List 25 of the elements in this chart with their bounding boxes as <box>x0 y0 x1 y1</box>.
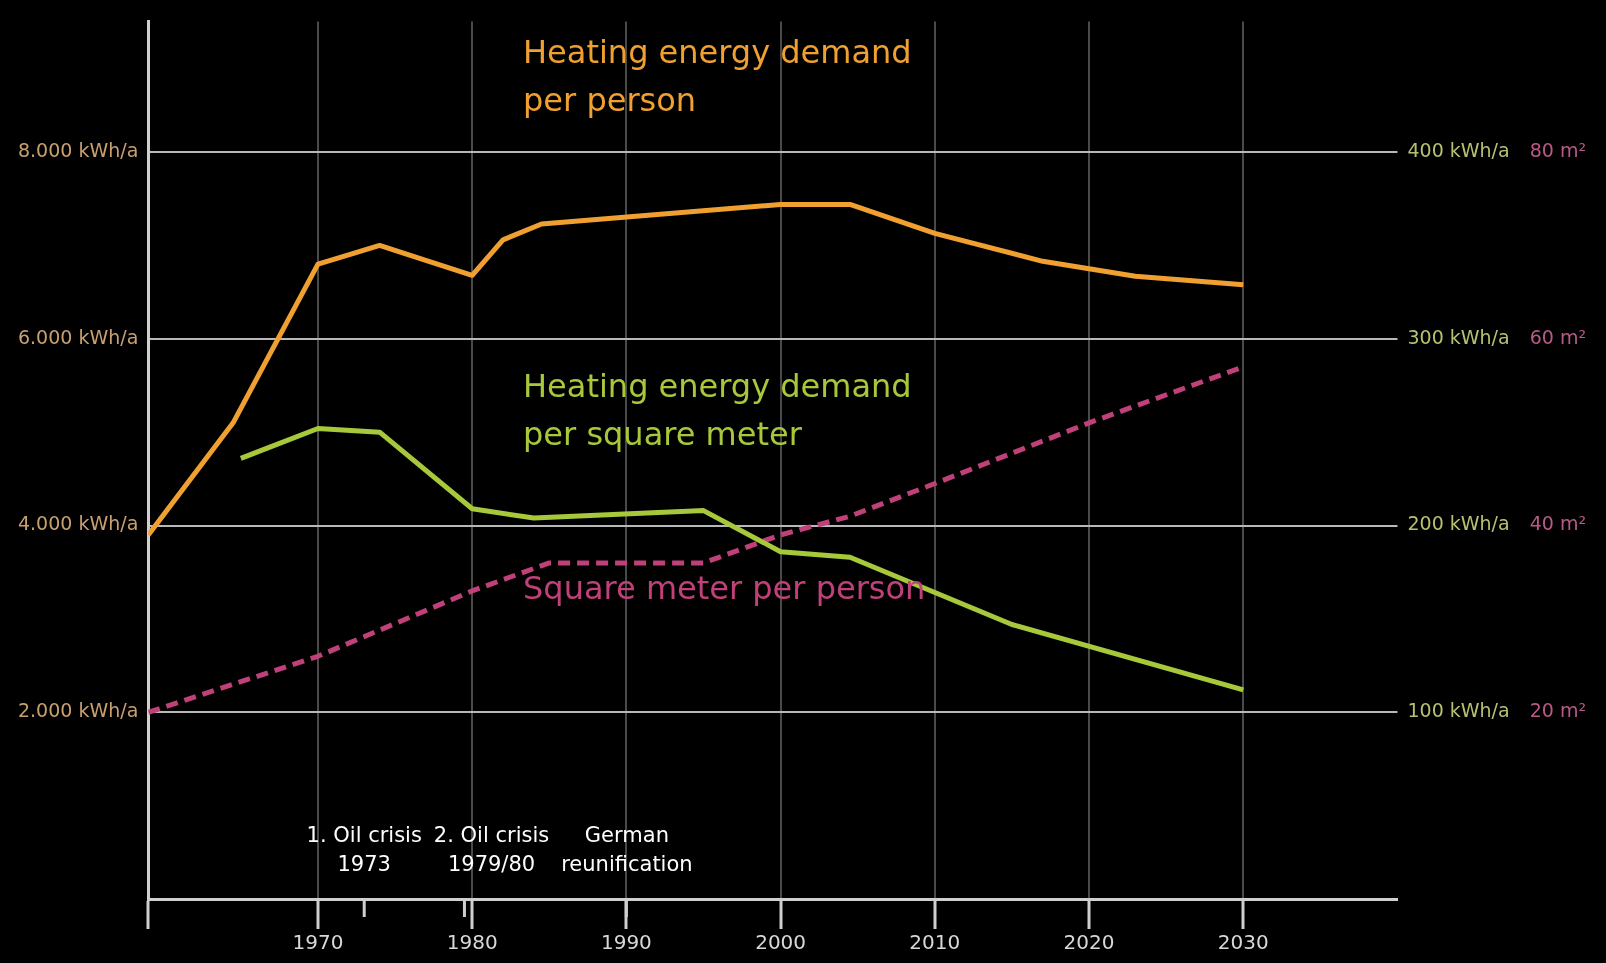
ref-line-label: 2. Oil crisis 1979/80 <box>433 823 550 877</box>
ref-line-label: 1. Oil crisis 1973 <box>306 823 422 877</box>
y3-tick-label: 20 m² <box>1529 699 1586 722</box>
y2-tick-label: 200 kWh/a <box>1407 512 1510 535</box>
x-tick-label: 1990 <box>600 930 652 955</box>
y-tick-label: 4.000 kWh/a <box>18 512 139 535</box>
y2-tick-label: 100 kWh/a <box>1407 699 1510 722</box>
y3-tick-label: 40 m² <box>1529 512 1586 535</box>
series-label: Heating energy demand per square meter <box>523 366 912 453</box>
y2-tick-label: 300 kWh/a <box>1407 325 1510 348</box>
text: Heating energy demand per person <box>523 33 912 120</box>
x-tick-label: 2010 <box>909 930 961 955</box>
y-tick-label: 8.000 kWh/a <box>18 139 139 162</box>
x-tick-label: 1980 <box>446 930 498 955</box>
y2-tick-label: 400 kWh/a <box>1407 139 1510 162</box>
y3-tick-label: 60 m² <box>1529 325 1586 348</box>
y-tick-label: 2.000 kWh/a <box>18 699 139 722</box>
x-tick-label: 1970 <box>292 930 344 955</box>
y-tick-label: 6.000 kWh/a <box>18 325 139 348</box>
x-tick-label: 2000 <box>755 930 807 955</box>
series-label: Square meter per person <box>523 568 926 607</box>
x-tick-label: 2030 <box>1217 930 1269 955</box>
x-tick-label: 2020 <box>1063 930 1115 955</box>
y3-tick-label: 80 m² <box>1529 139 1586 162</box>
ref-line-label: German reunification <box>561 823 693 877</box>
